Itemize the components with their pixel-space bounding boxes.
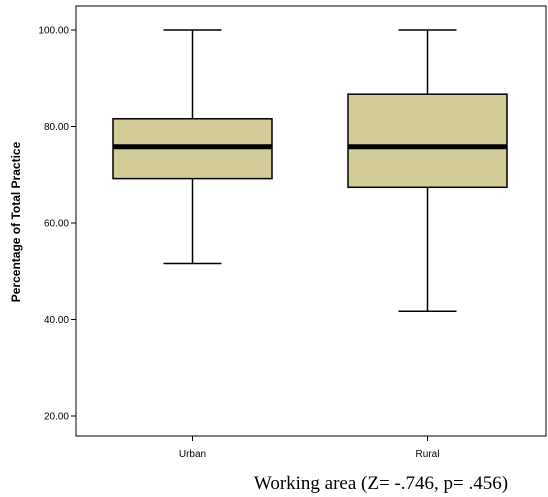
y-axis-title: Percentage of Total Practice [9,141,23,302]
boxes [112,29,508,313]
plot-frame [75,5,547,437]
iqr-box [347,93,508,189]
y-tick-label: 40.00 [44,315,69,326]
box-rural [347,29,508,313]
y-tick-label: 80.00 [44,122,69,133]
y-tick-label: 100.00 [38,26,69,37]
x-axis: Urban Rural [179,436,440,460]
y-tick-label: 20.00 [44,412,69,423]
x-tick-label: Rural [416,449,440,460]
y-axis: 20.00 40.00 60.00 80.00 100.00 [38,26,76,423]
x-axis-caption: Working area (Z= -.746, p= .456) [254,473,508,494]
x-tick-label: Urban [179,449,206,460]
y-tick-label: 60.00 [44,219,69,230]
box-urban [112,29,273,265]
